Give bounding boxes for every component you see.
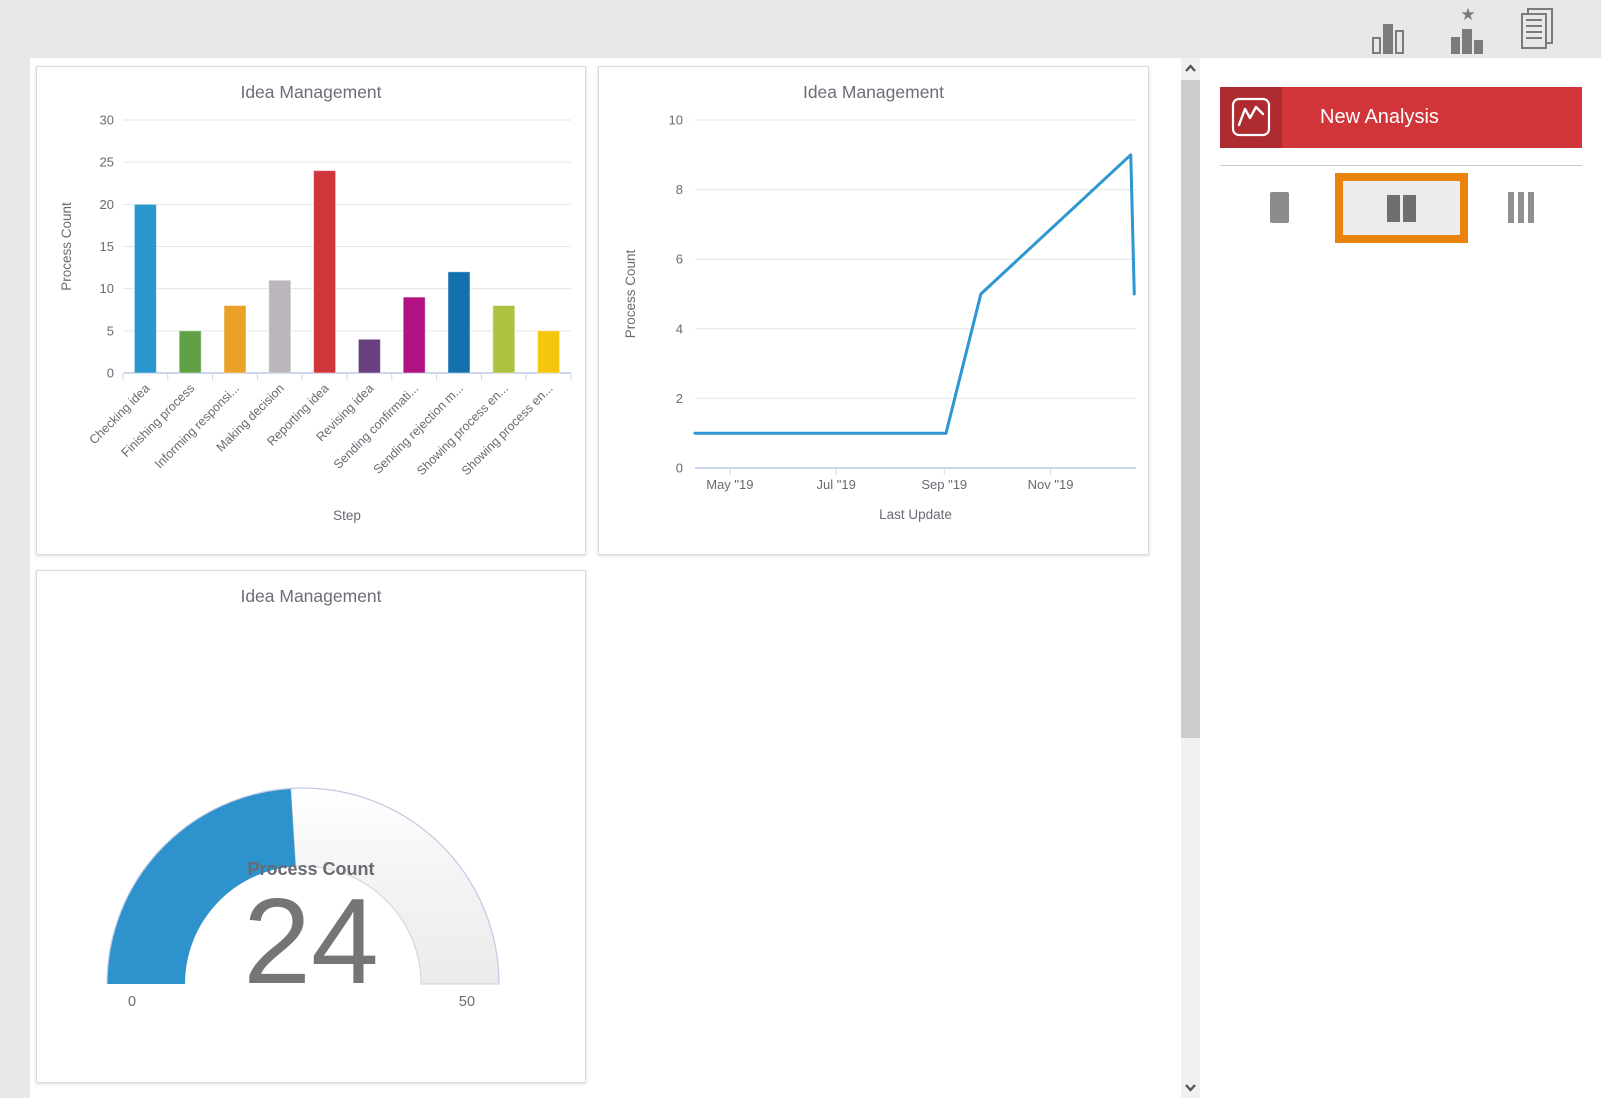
svg-text:Last Update: Last Update: [879, 507, 952, 522]
svg-text:Sep "19: Sep "19: [921, 477, 967, 492]
vertical-scrollbar[interactable]: [1181, 58, 1200, 1098]
icon-bar: [1395, 30, 1404, 54]
top-bar: ★: [0, 0, 1601, 58]
new-analysis-label: New Analysis: [1320, 106, 1439, 128]
column-chart-icon-bars: [1372, 12, 1410, 54]
report-icon[interactable]: [1521, 8, 1555, 50]
report-icon-line: [1526, 31, 1542, 33]
layout-two-columns-button-selected[interactable]: [1335, 173, 1468, 243]
new-analysis-icon-box: [1220, 87, 1282, 148]
star-icon: ★: [1460, 5, 1476, 24]
featured-chart-icon-bars: [1451, 12, 1485, 54]
chevron-down-icon: [1185, 1084, 1196, 1092]
svg-text:15: 15: [100, 239, 114, 254]
svg-text:Jul "19: Jul "19: [817, 477, 856, 492]
layout-icon-bar: [1387, 194, 1400, 222]
svg-text:30: 30: [100, 113, 114, 128]
svg-text:10: 10: [669, 113, 683, 128]
layout-icon-bar: [1528, 192, 1534, 223]
svg-text:Sending rejection m...: Sending rejection m...: [371, 381, 466, 476]
icon-bar: [1474, 40, 1483, 54]
gauge-chart-card[interactable]: Process Count 24 0 50 Idea Management: [36, 570, 586, 1083]
panel-divider: [1220, 165, 1582, 166]
line-chart-card[interactable]: 0 2 4 6 8 10 May "19 Jul "19 Sep "19 Nov "19 Last …: [598, 66, 1149, 555]
layout-icon-bar: [1403, 194, 1416, 222]
line-chart[interactable]: 0 2 4 6 8 10 May "19 Jul "19 Sep "19 Nov "19 Last …: [599, 67, 1148, 554]
analysis-chart-icon: [1231, 97, 1271, 137]
layout-icon-bar: [1518, 192, 1524, 223]
svg-text:5: 5: [107, 323, 114, 338]
scrollbar-thumb[interactable]: [1181, 80, 1200, 738]
svg-text:Sending confirmati...: Sending confirmati...: [331, 381, 421, 471]
svg-text:24: 24: [243, 873, 379, 1009]
svg-text:10: 10: [100, 281, 114, 296]
report-icon-front-page: [1521, 13, 1547, 49]
bar-chart-card[interactable]: 0 5 10 15 20 25 30 Checking idea Finishing proce…: [36, 66, 586, 555]
svg-text:Process Count: Process Count: [59, 202, 74, 291]
scroll-up-button[interactable]: [1181, 58, 1200, 80]
report-icon-line: [1526, 19, 1542, 21]
svg-text:4: 4: [676, 321, 683, 336]
icon-bar: [1451, 37, 1460, 54]
layout-icon-bar: [1508, 192, 1514, 223]
svg-text:Process Count: Process Count: [247, 859, 374, 879]
report-icon-line: [1526, 25, 1542, 27]
svg-text:0: 0: [128, 994, 136, 1010]
icon-bar: [1462, 29, 1472, 54]
chevron-up-icon: [1185, 64, 1196, 72]
svg-text:20: 20: [100, 197, 114, 212]
icon-bar: [1383, 24, 1393, 54]
svg-text:0: 0: [676, 461, 683, 476]
column-chart-icon[interactable]: [1372, 12, 1410, 54]
featured-chart-icon[interactable]: ★: [1451, 6, 1485, 54]
svg-text:Informing responsi...: Informing responsi...: [152, 381, 242, 471]
svg-text:May "19: May "19: [706, 477, 753, 492]
svg-text:50: 50: [459, 994, 475, 1010]
report-icon-line: [1526, 37, 1542, 39]
svg-text:Process Count: Process Count: [623, 249, 638, 338]
svg-text:25: 25: [100, 155, 114, 170]
icon-bar: [1372, 37, 1381, 54]
svg-text:Nov "19: Nov "19: [1028, 477, 1074, 492]
layout-three-columns-button[interactable]: [1508, 192, 1534, 223]
svg-text:8: 8: [676, 182, 683, 197]
svg-text:6: 6: [676, 252, 683, 267]
svg-text:Step: Step: [333, 508, 361, 523]
svg-text:Showing process en...: Showing process en...: [459, 381, 556, 478]
svg-text:2: 2: [676, 391, 683, 406]
layout-one-column-button[interactable]: [1270, 192, 1289, 223]
scroll-down-button[interactable]: [1181, 1076, 1200, 1098]
svg-text:0: 0: [107, 366, 114, 381]
new-analysis-button[interactable]: New Analysis: [1220, 87, 1582, 148]
